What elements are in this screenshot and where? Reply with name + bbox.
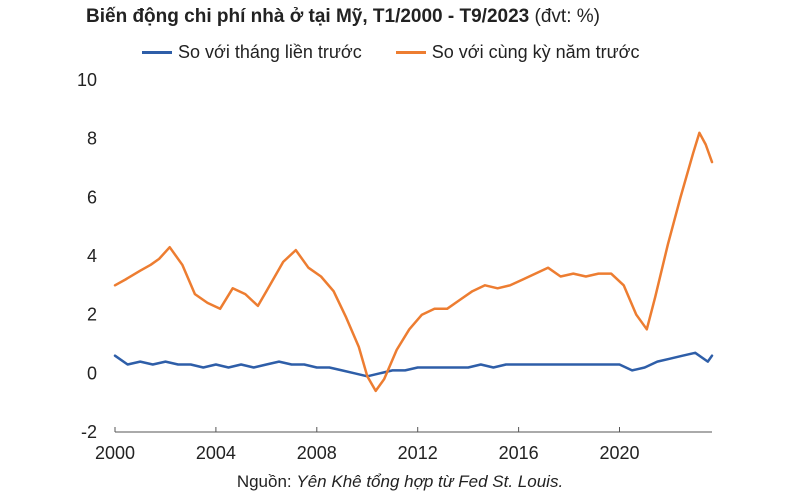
source-prefix: Nguồn: [236,472,292,491]
y-tick-label: 0 [87,363,97,383]
y-axis-ticks: -2 0 2 4 6 8 10 [77,70,97,442]
x-tick-label: 2004 [196,443,236,463]
x-tick-label: 2020 [599,443,639,463]
chart-legend: So với tháng liền trước So với cùng kỳ n… [142,42,639,63]
y-tick-label: -2 [81,422,97,442]
legend-label-mom: So với tháng liền trước [178,42,362,62]
x-tick-label: 2012 [398,443,438,463]
x-tick-label: 2016 [499,443,539,463]
legend-label-yoy: So với cùng kỳ năm trước [431,42,640,62]
y-tick-label: 6 [87,187,97,207]
legend-item-yoy: So với cùng kỳ năm trước [395,42,640,63]
series-layer [113,131,714,393]
y-tick-label: 8 [87,129,97,149]
legend-swatch-mom [142,51,172,54]
y-tick-label: 4 [87,246,97,266]
title-text: Biến động chi phí nhà ở tại Mỹ, T1/2000 … [86,6,530,27]
source-note: Nguồn: Yên Khê tổng hợp từ Fed St. Louis… [0,472,800,492]
x-tick-label: 2008 [297,443,337,463]
series-line-yoy [113,131,714,393]
source-text: Yên Khê tổng hợp từ Fed St. Louis. [296,472,564,491]
x-axis-ticks: 2000 2004 2008 2012 2016 2020 [95,427,640,463]
title-unit: (đvt: %) [534,6,600,27]
legend-swatch-yoy [395,51,426,54]
y-tick-label: 2 [87,305,97,325]
chart-title: Biến động chi phí nhà ở tại Mỹ, T1/2000 … [86,6,600,28]
legend-item-mom: So với tháng liền trước [142,42,362,63]
series-line-mom [113,351,714,378]
y-tick-label: 10 [77,70,97,90]
x-tick-label: 2000 [95,443,135,463]
